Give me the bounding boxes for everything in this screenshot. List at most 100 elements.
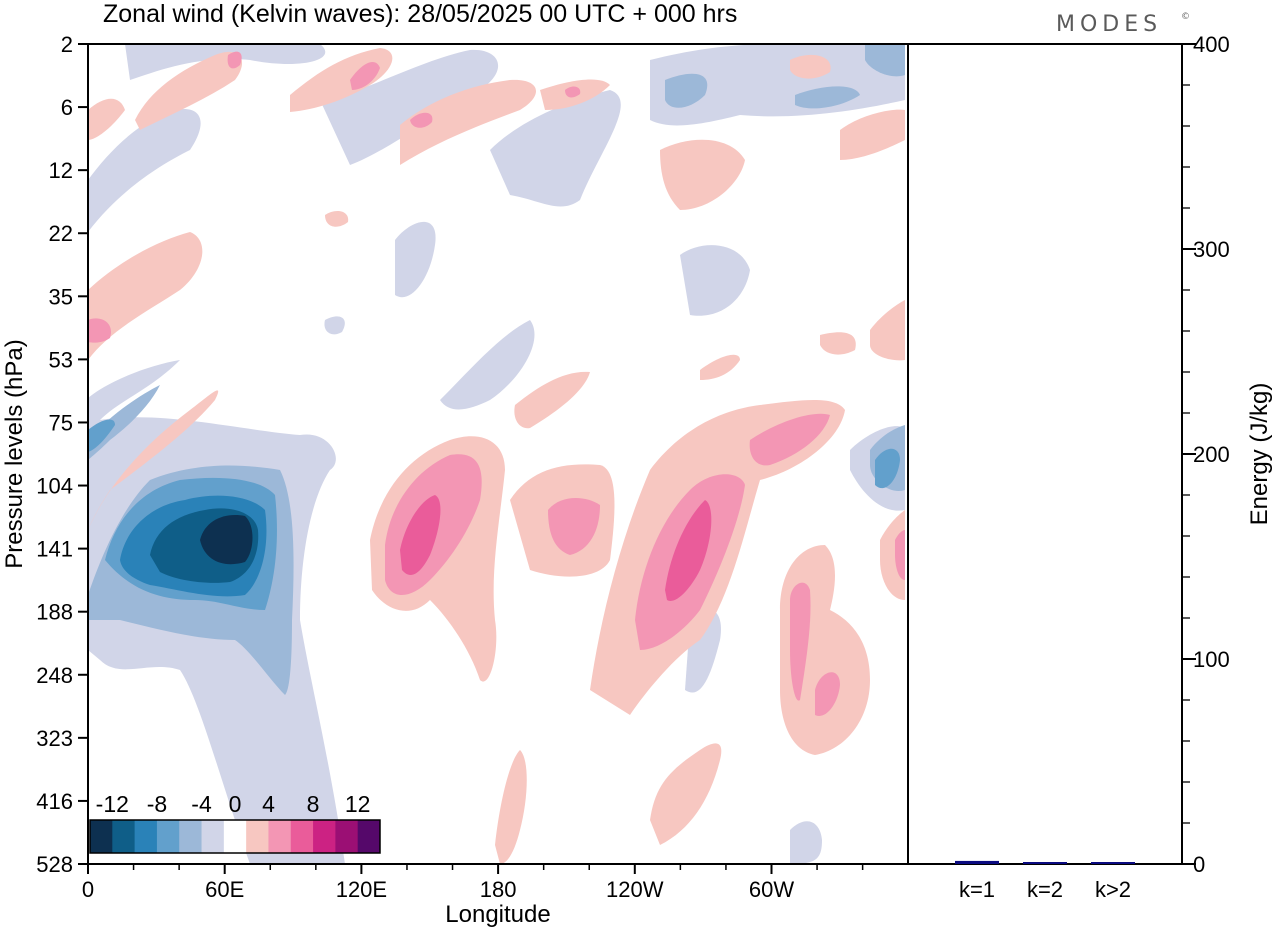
- pressure-tick-label: 2: [61, 32, 73, 57]
- energy-category-label: k>2: [1095, 877, 1131, 902]
- contour-pos-right-edge: [820, 332, 856, 355]
- contour-neg-strip-1: [320, 49, 499, 166]
- colorbar-labels: -12 -8 -4 0 4 8 12: [96, 791, 371, 817]
- colorbar-frame: [89, 819, 381, 854]
- zonal-wind-heatmap: [87, 43, 909, 865]
- contour-pos6-main-1: [400, 495, 441, 575]
- colorbar-label: -12: [96, 791, 129, 817]
- energy-bar: [955, 860, 999, 864]
- contour-neg-top-band: [125, 44, 326, 80]
- contour-neg-mid-1: [395, 221, 436, 298]
- pressure-axis: 2 6 12 22 35 53 75 104 141 188 248 323 416 528: [36, 32, 88, 877]
- contour-neg-mid-3: [440, 320, 535, 410]
- colorbar-swatch: [134, 820, 158, 853]
- pressure-tick-label: 416: [36, 789, 73, 814]
- contour-pos4-upper-3: [410, 112, 433, 128]
- contour-pos4-upper-4: [565, 86, 581, 98]
- colorbar-label: 8: [307, 791, 320, 817]
- contour-pos4-upper-1: [88, 318, 111, 343]
- contour-pos4-main-4: [749, 413, 830, 466]
- pressure-tick-label: 323: [36, 726, 73, 751]
- x-axis-label: Longitude: [445, 901, 550, 928]
- colorbar-swatch: [313, 820, 336, 853]
- contour-pos-right-edge2: [870, 300, 905, 361]
- contour-pos-upper-left: [88, 232, 203, 360]
- energy-tick-label: 200: [1193, 442, 1230, 467]
- contour-pos4-main-2: [548, 498, 600, 555]
- brand-mark: ©: [1181, 12, 1190, 22]
- colorbar-swatch: [201, 820, 225, 853]
- energy-bar: [1023, 862, 1067, 864]
- longitude-tick-label: 60W: [749, 877, 794, 902]
- colorbar: -12 -8 -4 0 4 8 12: [89, 791, 381, 854]
- energy-category-label: k=1: [959, 877, 995, 902]
- contour-pos4-main-6: [815, 672, 840, 716]
- contour-pos6-main-3: [665, 500, 712, 601]
- contour-neg12-core: [200, 515, 253, 565]
- pressure-tick-label: 528: [36, 852, 73, 877]
- longitude-tick-label: 0: [82, 877, 94, 902]
- longitude-tick-label: 60E: [205, 877, 244, 902]
- energy-categories: k=1 k=2 k>2: [959, 877, 1131, 902]
- pressure-tick-label: 248: [36, 663, 73, 688]
- pressure-tick-label: 104: [36, 474, 73, 499]
- contour-neg-mid-2: [680, 245, 750, 316]
- pressure-tick-label: 35: [49, 284, 73, 309]
- contour-pos-upper-mid: [660, 139, 745, 210]
- pressure-tick-label: 53: [49, 347, 73, 372]
- longitude-axis: 0 60E 120E 180 120W 60W: [82, 864, 864, 902]
- colorbar-label: 0: [229, 791, 242, 817]
- colorbar-swatch: [179, 820, 203, 853]
- longitude-tick-label: 120E: [336, 877, 387, 902]
- contour-pos-mid-left: [88, 390, 219, 530]
- heatmap-contours: [88, 44, 905, 864]
- contour-pos-top-4: [400, 79, 537, 165]
- colorbar-swatch: [156, 820, 180, 853]
- contour-pos-upper-right2: [840, 109, 905, 160]
- contour-pos-mid-strip: [514, 371, 590, 429]
- contour-neg4-top: [665, 73, 708, 108]
- y-axis-label: Pressure levels (hPa): [1, 339, 28, 568]
- pressure-tick-label: 6: [61, 95, 73, 120]
- contour-pos-mid-right: [700, 354, 740, 380]
- contour-neg4-top2: [795, 86, 860, 109]
- colorbar-label: -4: [191, 791, 212, 817]
- longitude-tick-label: 120W: [606, 877, 664, 902]
- chart-title: Zonal wind (Kelvin waves): 28/05/2025 00…: [103, 0, 737, 28]
- colorbar-label: -8: [147, 791, 167, 817]
- colorbar-swatch: [223, 820, 247, 853]
- contour-pos-small-1: [325, 210, 349, 227]
- contour-neg-upper-right: [650, 44, 905, 126]
- colorbar-swatch: [268, 820, 292, 853]
- energy-tick-label: 300: [1193, 237, 1230, 262]
- contour-neg4-corner: [865, 44, 905, 77]
- contour-pos-lower-2: [650, 743, 722, 845]
- contour-pos-top-2: [88, 98, 125, 140]
- pressure-tick-label: 12: [49, 158, 73, 183]
- energy-bar: [1091, 862, 1135, 864]
- colorbar-label: 12: [345, 791, 371, 817]
- contour-pos4-right-edge: [895, 530, 905, 580]
- contour-pos4-main-5: [790, 582, 811, 701]
- colorbar-swatches: [90, 820, 381, 853]
- pressure-tick-label: 141: [36, 537, 73, 562]
- longitude-tick-label: 180: [480, 877, 517, 902]
- colorbar-swatch: [246, 820, 269, 853]
- energy-tick-label: 0: [1193, 852, 1205, 877]
- energy-bars: [955, 860, 1135, 864]
- contour-neg-upper-left: [88, 109, 201, 232]
- colorbar-swatch: [290, 820, 314, 853]
- energy-bar-chart: 0 100 200 300 400 k=1 k=2 k>2 Energy (J/kg): [908, 32, 1273, 902]
- energy-tick-label: 100: [1193, 647, 1230, 672]
- contour-pos4-upper-2: [350, 61, 380, 90]
- contour-neg-small: [324, 316, 345, 335]
- contour-neg6-right: [875, 448, 900, 489]
- contour-pos-top-1: [135, 51, 243, 130]
- colorbar-swatch: [335, 820, 359, 853]
- contour-pos-upper-right: [790, 54, 831, 79]
- energy-category-label: k=2: [1027, 877, 1063, 902]
- contour-neg-right-3: [790, 821, 822, 864]
- colorbar-swatch: [112, 820, 136, 853]
- contour-pos4-upper-5: [227, 51, 242, 69]
